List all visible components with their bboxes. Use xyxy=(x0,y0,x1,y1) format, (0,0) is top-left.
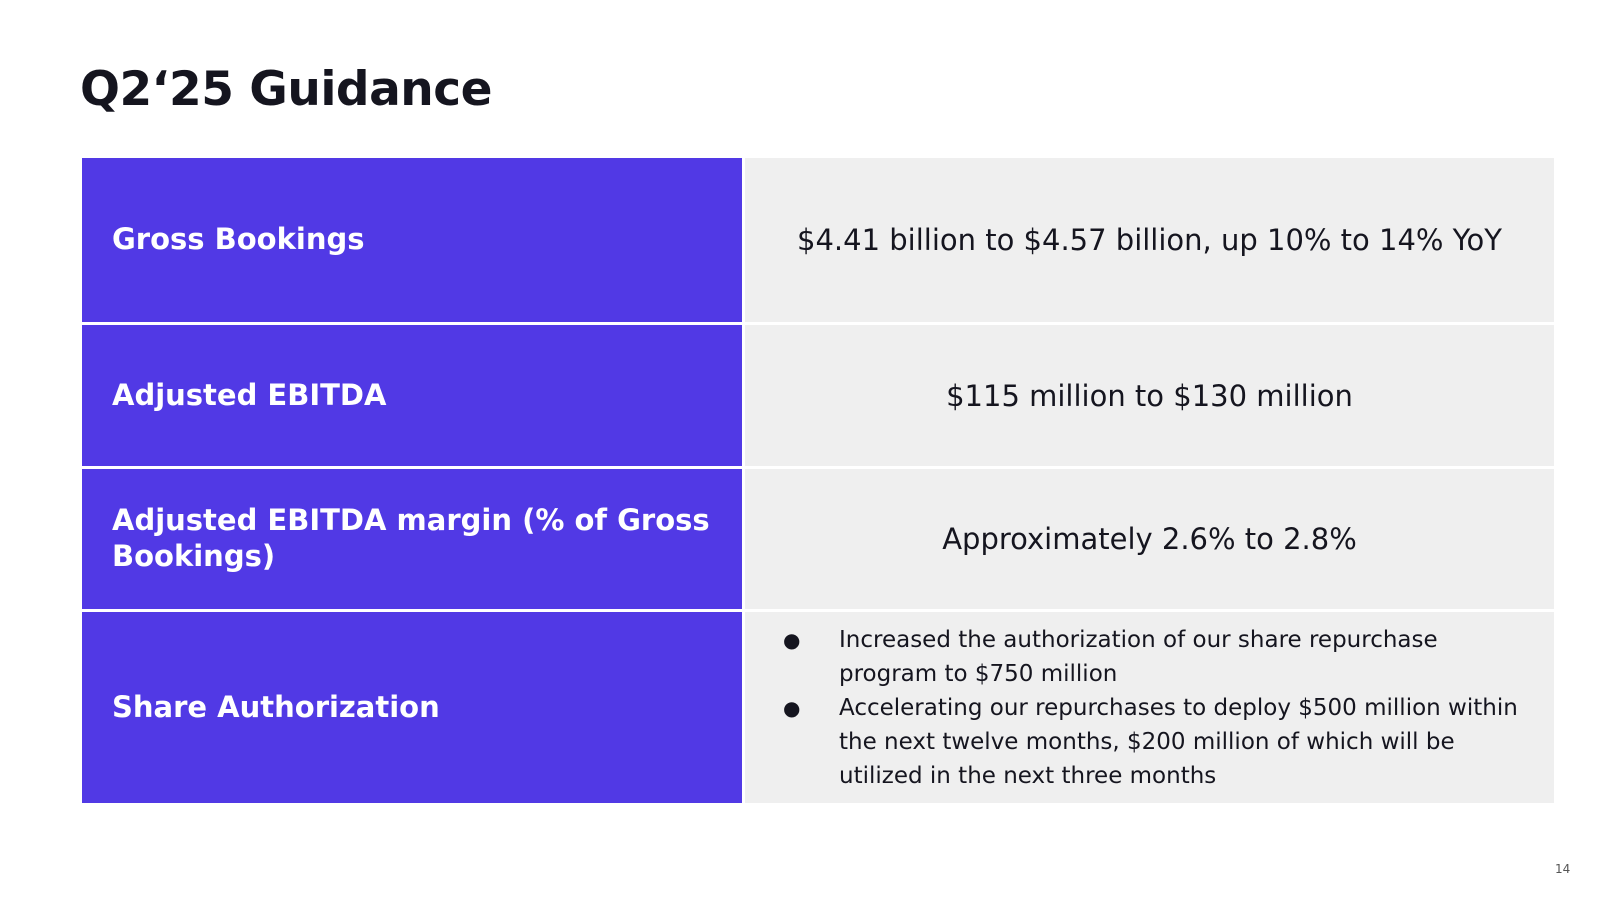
slide-title: Q2‘25 Guidance xyxy=(80,62,492,117)
table-row: Gross Bookings $4.41 billion to $4.57 bi… xyxy=(82,158,1554,322)
bullet-text: Accelerating our repurchases to deploy $… xyxy=(839,694,1518,789)
table-row: Share Authorization ● Increased the auth… xyxy=(82,612,1554,803)
list-item: ● Accelerating our repurchases to deploy… xyxy=(783,691,1534,793)
table-row: Adjusted EBITDA margin (% of Gross Booki… xyxy=(82,469,1554,609)
row-label-share-authorization: Share Authorization xyxy=(82,612,742,803)
bullet-icon: ● xyxy=(783,627,801,652)
list-item: ● Increased the authorization of our sha… xyxy=(783,623,1534,691)
row-label-ebitda-margin: Adjusted EBITDA margin (% of Gross Booki… xyxy=(82,469,742,609)
page-number: 14 xyxy=(1555,862,1571,876)
bullet-text: Increased the authorization of our share… xyxy=(839,626,1438,687)
row-label-gross-bookings: Gross Bookings xyxy=(82,158,742,322)
row-value-adjusted-ebitda: $115 million to $130 million xyxy=(745,325,1554,466)
row-value-gross-bookings: $4.41 billion to $4.57 billion, up 10% t… xyxy=(745,158,1554,322)
row-value-share-authorization: ● Increased the authorization of our sha… xyxy=(745,612,1554,803)
bullet-icon: ● xyxy=(783,695,801,720)
row-label-adjusted-ebitda: Adjusted EBITDA xyxy=(82,325,742,466)
row-value-ebitda-margin: Approximately 2.6% to 2.8% xyxy=(745,469,1554,609)
guidance-table: Gross Bookings $4.41 billion to $4.57 bi… xyxy=(82,158,1554,806)
bullet-list: ● Increased the authorization of our sha… xyxy=(783,623,1534,793)
table-row: Adjusted EBITDA $115 million to $130 mil… xyxy=(82,325,1554,466)
